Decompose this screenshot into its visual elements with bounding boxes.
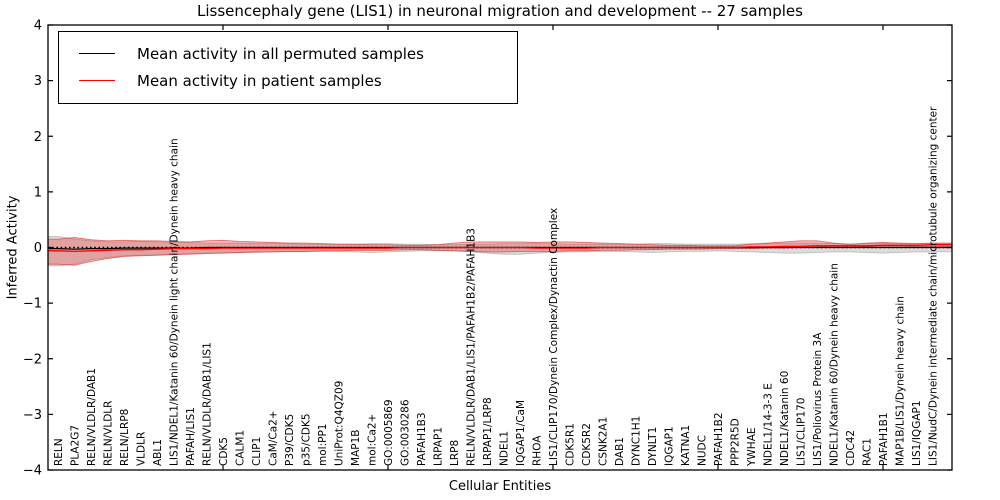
x-category-label: UniProt:Q4QZ09 (334, 381, 346, 466)
x-category-label: LIS1/CLIP170 (796, 398, 808, 466)
y-tick-label: −4 (23, 464, 42, 479)
x-category-label: mol:PP1 (317, 424, 329, 466)
permuted-line-swatch (79, 53, 115, 54)
legend-label-permuted: Mean activity in all permuted samples (137, 44, 424, 63)
x-category-label: RAC1 (862, 438, 874, 466)
x-category-label: PAFAH1B2 (713, 412, 725, 466)
x-category-label: CALM1 (235, 430, 247, 466)
y-tick-label: 0 (34, 241, 42, 256)
y-tick-label: 3 (34, 74, 42, 89)
patient-line-swatch (79, 80, 115, 81)
y-axis-label: Inferred Activity (5, 195, 21, 300)
x-category-label: mol:Ca2+ (367, 414, 379, 466)
y-tick-label: 1 (34, 185, 42, 200)
x-category-label: PAFAH1B3 (416, 412, 428, 466)
x-category-label: LRPAP1 (433, 427, 445, 466)
x-category-label: PAFAH1B1 (878, 412, 890, 466)
x-category-label: LIS1/NudC/Dynein intermediate chain/micr… (928, 106, 940, 466)
x-category-label: LIS1/Poliovirus Protein 3A (812, 332, 824, 466)
x-category-label: CLIP1 (251, 437, 263, 466)
legend-item-patient: Mean activity in patient samples (69, 67, 507, 94)
x-category-label: LRP8 (449, 440, 461, 466)
x-category-label: LRPAP1/LRP8 (482, 397, 494, 466)
x-category-label: NDEL1/Katanin 60 (779, 371, 791, 466)
x-category-label: YWHAE (746, 427, 758, 467)
x-category-label: DYNLT1 (647, 427, 659, 466)
x-category-label: PPP2R5D (730, 418, 742, 466)
x-category-label: PAFAH/LIS1 (185, 407, 197, 466)
x-category-label: CDK5R1 (565, 423, 577, 466)
x-category-label: VLDLR (136, 432, 148, 466)
x-category-label: CaM/Ca2+ (268, 410, 280, 466)
x-category-label: RELN (53, 438, 65, 466)
x-category-label: PLA2G7 (70, 425, 82, 466)
x-axis-label: Cellular Entities (448, 479, 552, 494)
x-category-label: p35/CDK5 (301, 413, 313, 466)
x-category-label: DAB1 (614, 437, 626, 466)
legend-label-patient: Mean activity in patient samples (137, 71, 382, 90)
x-category-label: LIS1/NDEL1/Katanin 60/Dynein light chain… (169, 138, 181, 466)
x-category-label: RHOA (532, 435, 544, 466)
legend-item-permuted: Mean activity in all permuted samples (69, 40, 507, 67)
x-category-label: GO:0005869 (383, 399, 395, 466)
x-category-label: CDK5R2 (581, 423, 593, 466)
x-category-label: LIS1/CLIP170/Dynein Complex/Dynactin Com… (548, 208, 560, 466)
x-category-label: RELN/VLDLR (103, 401, 115, 466)
x-category-label: NDEL1 (499, 431, 511, 466)
x-category-label: RELN/VLDLR/DAB1/LIS1 (202, 342, 214, 466)
legend: Mean activity in all permuted samples Me… (58, 31, 518, 104)
x-category-label: GO:0030286 (400, 399, 412, 466)
x-category-label: NUDC (697, 435, 709, 466)
x-category-label: KATNA1 (680, 425, 692, 466)
x-category-label: ABL1 (152, 439, 164, 466)
x-category-label: NDEL1/14-3-3 E (763, 383, 775, 466)
y-tick-label: 2 (34, 130, 42, 145)
x-category-label: CDK5 (218, 437, 230, 466)
x-category-label: MAP1B (350, 430, 362, 466)
y-tick-label: −2 (23, 352, 42, 367)
x-category-label: LIS1/IQGAP1 (911, 400, 923, 466)
x-category-label: DYNC1H1 (631, 416, 643, 466)
x-category-label: P39/CDK5 (284, 414, 296, 466)
y-tick-label: 4 (34, 19, 42, 34)
x-category-label: MAP1B/LIS1/Dynein heavy chain (895, 296, 907, 466)
patient-mean-line (48, 244, 952, 253)
y-tick-label: −3 (23, 408, 42, 423)
x-category-label: IQGAP1 (664, 426, 676, 466)
x-category-label: IQGAP1/CaM (515, 400, 527, 466)
x-category-label: CSNK2A1 (598, 417, 610, 466)
chart-title: Lissencephaly gene (LIS1) in neuronal mi… (197, 2, 803, 20)
x-category-label: NDEL1/Katanin 60/Dynein heavy chain (829, 263, 841, 466)
x-category-label: CDC42 (845, 430, 857, 466)
y-tick-label: −1 (23, 297, 42, 312)
x-category-label: RELN/VLDLR/DAB1 (86, 368, 98, 466)
x-category-label: RELN/LRP8 (119, 409, 131, 466)
x-category-label: RELN/VLDLR/DAB1/LIS1/PAFAH1B2/PAFAH1B3 (466, 228, 478, 466)
